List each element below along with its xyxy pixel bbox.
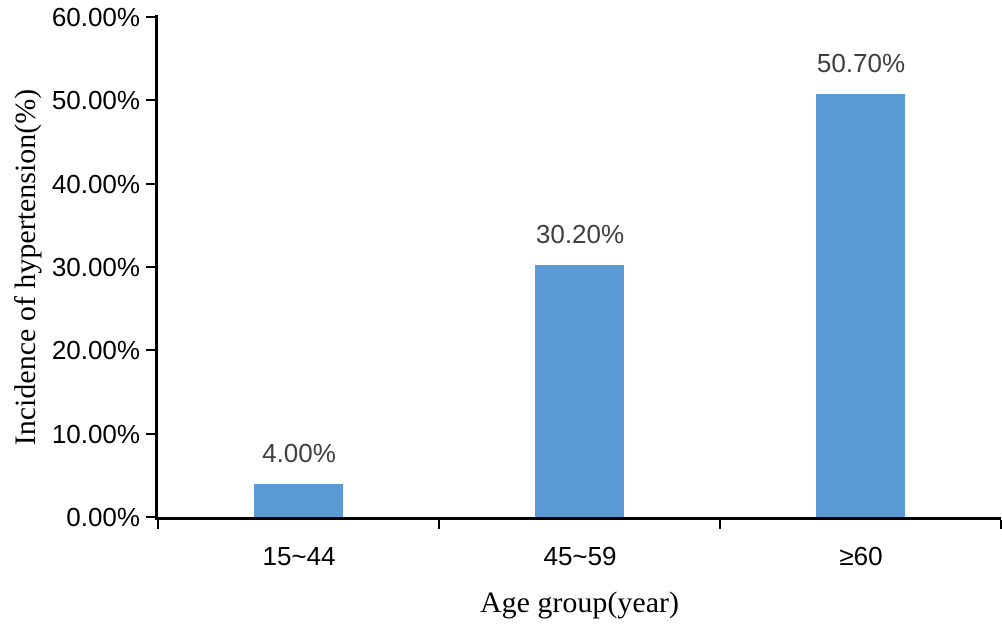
- y-tick-label: 40.00%: [51, 168, 140, 199]
- y-tick-mark: [146, 349, 156, 352]
- y-tick-mark: [146, 266, 156, 268]
- y-tick-mark: [146, 182, 156, 185]
- x-axis-line: [155, 517, 1001, 520]
- x-axis-title: Age group(year): [479, 586, 680, 619]
- x-tick-mark: [1000, 520, 1002, 529]
- x-tick-mark: [438, 520, 440, 529]
- bar-value-label: 50.70%: [816, 48, 906, 78]
- y-axis-line: [155, 15, 158, 520]
- x-tick-mark: [719, 520, 721, 529]
- x-category-label: 15~44: [262, 541, 336, 571]
- bar: [816, 94, 905, 517]
- y-tick-label: 60.00%: [51, 2, 140, 32]
- x-category-label: ≥60: [839, 541, 883, 571]
- y-tick-label: 0.00%: [66, 502, 140, 532]
- y-tick-mark: [146, 432, 156, 435]
- y-tick-label: 50.00%: [51, 85, 140, 116]
- bar: [254, 484, 343, 517]
- y-tick-label: 10.00%: [51, 418, 140, 449]
- bar: [535, 265, 624, 517]
- y-tick-label: 20.00%: [51, 335, 140, 366]
- x-category-label: 45~59: [543, 541, 617, 571]
- y-tick-mark: [146, 16, 156, 18]
- bar-value-label: 30.20%: [535, 219, 625, 249]
- y-tick-mark: [146, 516, 156, 518]
- y-tick-mark: [146, 99, 156, 102]
- bar-value-label: 4.00%: [262, 438, 336, 468]
- x-tick-mark: [157, 520, 159, 529]
- y-tick-label: 30.00%: [51, 252, 140, 282]
